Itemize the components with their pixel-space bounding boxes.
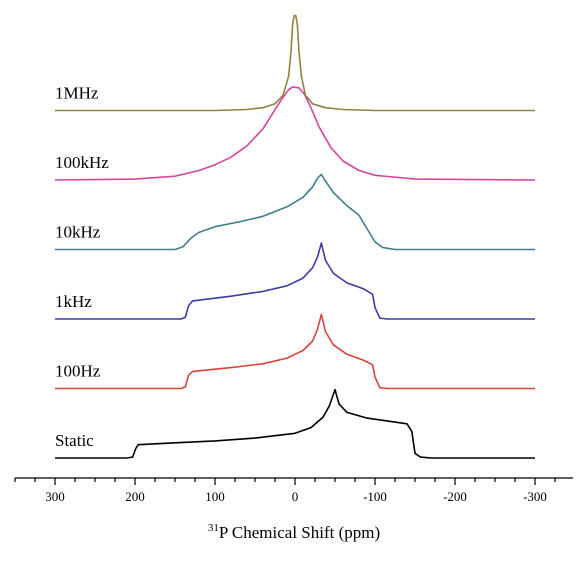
spectrum-trace-static (55, 388, 535, 459)
spectrum-trace-1mhz (55, 14, 535, 112)
x-tick-label: 100 (205, 489, 225, 504)
spectrum-trace-100hz (55, 313, 535, 390)
spectrum-trace-100khz (54, 86, 536, 181)
x-axis-title: 31P Chemical Shift (ppm) (208, 522, 380, 542)
spectra-traces (54, 14, 536, 459)
series-label-10khz: 10kHz (55, 223, 101, 242)
series-labels: Static 100Hz 1kHz 10kHz 100kHz 1MHz (55, 84, 109, 451)
series-label-100hz: 100Hz (55, 362, 101, 381)
x-tick-label: 0 (292, 489, 299, 504)
x-axis-title-superscript: 31 (208, 522, 219, 534)
series-label-1khz: 1kHz (55, 292, 92, 311)
spectrum-trace-1khz (55, 242, 535, 320)
x-axis-ticks: 300 200 100 0 -100 -200 -300 (14, 478, 556, 504)
series-label-100khz: 100kHz (55, 153, 109, 172)
x-tick-label: -300 (523, 489, 547, 504)
x-tick-label: 200 (125, 489, 145, 504)
series-label-static: Static (55, 431, 94, 450)
spectrum-trace-10khz (55, 173, 535, 251)
x-axis-title-text: P Chemical Shift (ppm) (219, 523, 380, 542)
x-tick-label: -200 (443, 489, 467, 504)
series-label-1mhz: 1MHz (55, 84, 99, 103)
x-tick-label: 300 (45, 489, 65, 504)
x-tick-label: -100 (363, 489, 387, 504)
x-axis: 300 200 100 0 -100 -200 -300 (14, 477, 573, 504)
